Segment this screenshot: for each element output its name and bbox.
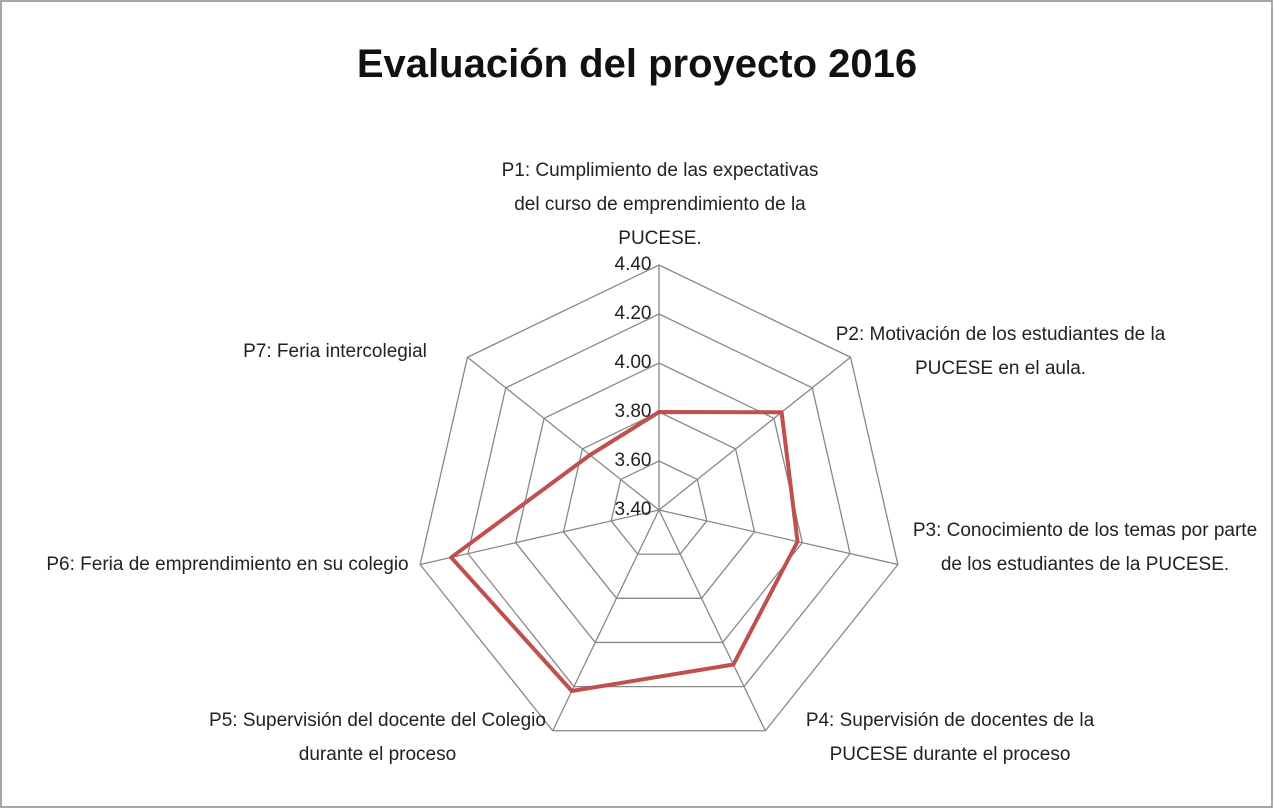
axis-label: P6: Feria de emprendimiento en su colegi… bbox=[46, 554, 409, 575]
axis-label: P3: Conocimiento de los temas por parte … bbox=[912, 520, 1258, 575]
axis-label: P5: Supervisión del docente del Colegio … bbox=[209, 710, 546, 765]
series-line bbox=[449, 410, 800, 694]
y-tick-label: 3.60 bbox=[615, 450, 652, 471]
spoke bbox=[552, 509, 660, 732]
y-tick-label: 4.40 bbox=[615, 254, 652, 275]
y-tick-label: 4.20 bbox=[615, 303, 652, 324]
spoke bbox=[419, 509, 660, 566]
axis-label: P2: Motivación de los estudiantes de la … bbox=[835, 324, 1166, 379]
axis-label: P1: Cumplimiento de las expectativas del… bbox=[501, 160, 819, 249]
axis-label: P7: Feria intercolegial bbox=[243, 341, 427, 362]
grid-line bbox=[610, 460, 708, 555]
spoke bbox=[467, 356, 660, 511]
y-tick-label: 3.40 bbox=[615, 499, 652, 520]
axis-label: P4: Supervisión de docentes de la PUCESE… bbox=[805, 710, 1095, 765]
chart-title: Evaluación del proyecto 2016 bbox=[356, 42, 918, 86]
grid-line bbox=[467, 313, 851, 688]
spoke bbox=[658, 356, 851, 511]
spoke bbox=[658, 509, 899, 566]
y-tick-label: 3.80 bbox=[615, 401, 652, 422]
grid-line bbox=[419, 264, 899, 732]
y-tick-label: 4.00 bbox=[615, 352, 652, 373]
grid-line bbox=[514, 362, 804, 644]
spoke bbox=[658, 509, 766, 732]
